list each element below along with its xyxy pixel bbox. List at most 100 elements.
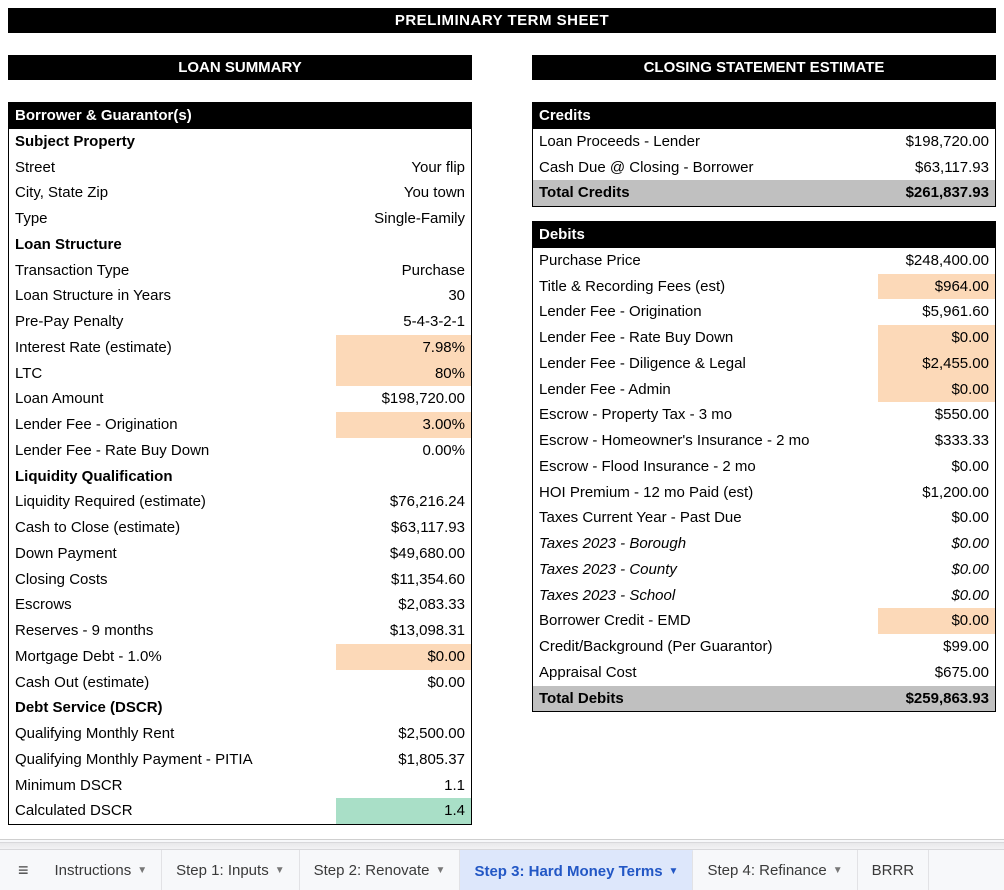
- tab-label: BRRR: [872, 862, 915, 879]
- sheet-tab[interactable]: Step 1: Inputs ▼: [162, 850, 299, 890]
- row-value[interactable]: 80%: [336, 361, 471, 387]
- row-label: Street: [9, 155, 337, 181]
- row-value[interactable]: $99.00: [878, 634, 995, 660]
- row-value[interactable]: $76,216.24: [336, 489, 471, 515]
- row-label: Mortgage Debt - 1.0%: [9, 644, 337, 670]
- group-header-value: [336, 695, 471, 721]
- row-label: Lender Fee - Admin: [533, 377, 879, 403]
- spacer: [532, 207, 996, 221]
- row-value[interactable]: $5,961.60: [878, 299, 995, 325]
- row-label: HOI Premium - 12 mo Paid (est): [533, 480, 879, 506]
- total-value: $261,837.93: [858, 180, 996, 206]
- sheet-tab[interactable]: Step 4: Refinance▼: [693, 850, 857, 890]
- sheet-area: PRELIMINARY TERM SHEET LOAN SUMMARY Borr…: [0, 0, 1004, 825]
- loan-summary-table: Borrower & Guarantor(s)Subject PropertyS…: [8, 102, 472, 825]
- debits-table: DebitsPurchase Price$248,400.00Title & R…: [532, 221, 996, 712]
- row-label: Cash to Close (estimate): [9, 515, 337, 541]
- row-label: Appraisal Cost: [533, 660, 879, 686]
- row-value[interactable]: Single-Family: [336, 206, 471, 232]
- tab-label: Step 3: Hard Money Terms: [474, 863, 662, 880]
- row-value[interactable]: $0.00: [336, 670, 471, 696]
- row-label: Credit/Background (Per Guarantor): [533, 634, 879, 660]
- row-value[interactable]: 1.1: [336, 773, 471, 799]
- section-header: Credits: [533, 103, 996, 129]
- row-value[interactable]: $0.00: [878, 325, 995, 351]
- tab-label: Step 1: Inputs: [176, 862, 269, 879]
- row-label: City, State Zip: [9, 180, 337, 206]
- row-value[interactable]: 3.00%: [336, 412, 471, 438]
- row-value[interactable]: $0.00: [878, 608, 995, 634]
- row-value[interactable]: You town: [336, 180, 471, 206]
- row-label: Liquidity Required (estimate): [9, 489, 337, 515]
- tab-label: Instructions: [55, 862, 132, 879]
- row-value[interactable]: $13,098.31: [336, 618, 471, 644]
- row-value[interactable]: $550.00: [878, 402, 995, 428]
- columns: LOAN SUMMARY Borrower & Guarantor(s)Subj…: [8, 55, 996, 825]
- sheet-tabs: ≡ Instructions▼Step 1: Inputs▼Step 2: Re…: [0, 850, 1004, 890]
- row-label: Qualifying Monthly Payment - PITIA: [9, 747, 337, 773]
- row-label: Pre-Pay Penalty: [9, 309, 337, 335]
- group-header-row: Loan Structure: [9, 232, 337, 258]
- row-value[interactable]: $2,455.00: [878, 351, 995, 377]
- row-value[interactable]: $2,500.00: [336, 721, 471, 747]
- row-value[interactable]: $333.33: [878, 428, 995, 454]
- row-label: LTC: [9, 361, 337, 387]
- chevron-down-icon[interactable]: ▼: [669, 866, 679, 877]
- row-value[interactable]: $2,083.33: [336, 592, 471, 618]
- row-label: Qualifying Monthly Rent: [9, 721, 337, 747]
- row-label: Loan Structure in Years: [9, 283, 337, 309]
- row-value[interactable]: 7.98%: [336, 335, 471, 361]
- row-value[interactable]: $198,720.00: [858, 129, 996, 155]
- row-value[interactable]: $0.00: [878, 557, 995, 583]
- row-value[interactable]: 5-4-3-2-1: [336, 309, 471, 335]
- loan-summary-column: LOAN SUMMARY Borrower & Guarantor(s)Subj…: [8, 55, 472, 825]
- group-header-value: [336, 232, 471, 258]
- row-value[interactable]: $0.00: [878, 377, 995, 403]
- row-value[interactable]: $0.00: [336, 644, 471, 670]
- sheet-tab[interactable]: Step 3: Hard Money Terms ▼: [460, 850, 693, 890]
- row-value[interactable]: $198,720.00: [336, 386, 471, 412]
- row-value[interactable]: $0.00: [878, 583, 995, 609]
- row-value[interactable]: $0.00: [878, 531, 995, 557]
- row-value[interactable]: 30: [336, 283, 471, 309]
- row-value[interactable]: $0.00: [878, 505, 995, 531]
- all-sheets-menu-icon[interactable]: ≡: [6, 860, 41, 881]
- row-label: Lender Fee - Diligence & Legal: [533, 351, 879, 377]
- closing-statement-header: CLOSING STATEMENT ESTIMATE: [532, 55, 996, 80]
- row-value[interactable]: $248,400.00: [878, 248, 995, 274]
- horizontal-scroll-hint[interactable]: [0, 842, 1004, 850]
- row-value[interactable]: $0.00: [878, 454, 995, 480]
- row-value[interactable]: $675.00: [878, 660, 995, 686]
- row-label: Lender Fee - Origination: [9, 412, 337, 438]
- total-value: $259,863.93: [878, 686, 995, 712]
- row-value[interactable]: $1,200.00: [878, 480, 995, 506]
- row-label: Closing Costs: [9, 567, 337, 593]
- row-value[interactable]: $11,354.60: [336, 567, 471, 593]
- sheet-tab[interactable]: BRRR: [858, 850, 930, 890]
- group-header-value: [336, 129, 471, 155]
- row-value[interactable]: 0.00%: [336, 438, 471, 464]
- row-value[interactable]: 1.4: [336, 798, 471, 824]
- chevron-down-icon[interactable]: ▼: [137, 865, 147, 876]
- row-label: Cash Out (estimate): [9, 670, 337, 696]
- row-label: Minimum DSCR: [9, 773, 337, 799]
- chevron-down-icon[interactable]: ▼: [275, 865, 285, 876]
- row-label: Reserves - 9 months: [9, 618, 337, 644]
- row-label: Escrow - Homeowner's Insurance - 2 mo: [533, 428, 879, 454]
- row-value[interactable]: $63,117.93: [336, 515, 471, 541]
- row-value[interactable]: $964.00: [878, 274, 995, 300]
- chevron-down-icon[interactable]: ▼: [436, 865, 446, 876]
- row-value[interactable]: $1,805.37: [336, 747, 471, 773]
- row-value[interactable]: Your flip: [336, 155, 471, 181]
- sheet-tab[interactable]: Step 2: Renovate▼: [300, 850, 461, 890]
- row-label: Lender Fee - Origination: [533, 299, 879, 325]
- row-value[interactable]: $49,680.00: [336, 541, 471, 567]
- row-value[interactable]: $63,117.93: [858, 155, 996, 181]
- chevron-down-icon[interactable]: ▼: [833, 865, 843, 876]
- row-label: Purchase Price: [533, 248, 879, 274]
- section-header: Debits: [533, 222, 996, 248]
- row-value[interactable]: Purchase: [336, 258, 471, 284]
- credits-table: CreditsLoan Proceeds - Lender$198,720.00…: [532, 102, 996, 207]
- row-label: Cash Due @ Closing - Borrower: [533, 155, 858, 181]
- sheet-tab[interactable]: Instructions ▼: [41, 850, 163, 890]
